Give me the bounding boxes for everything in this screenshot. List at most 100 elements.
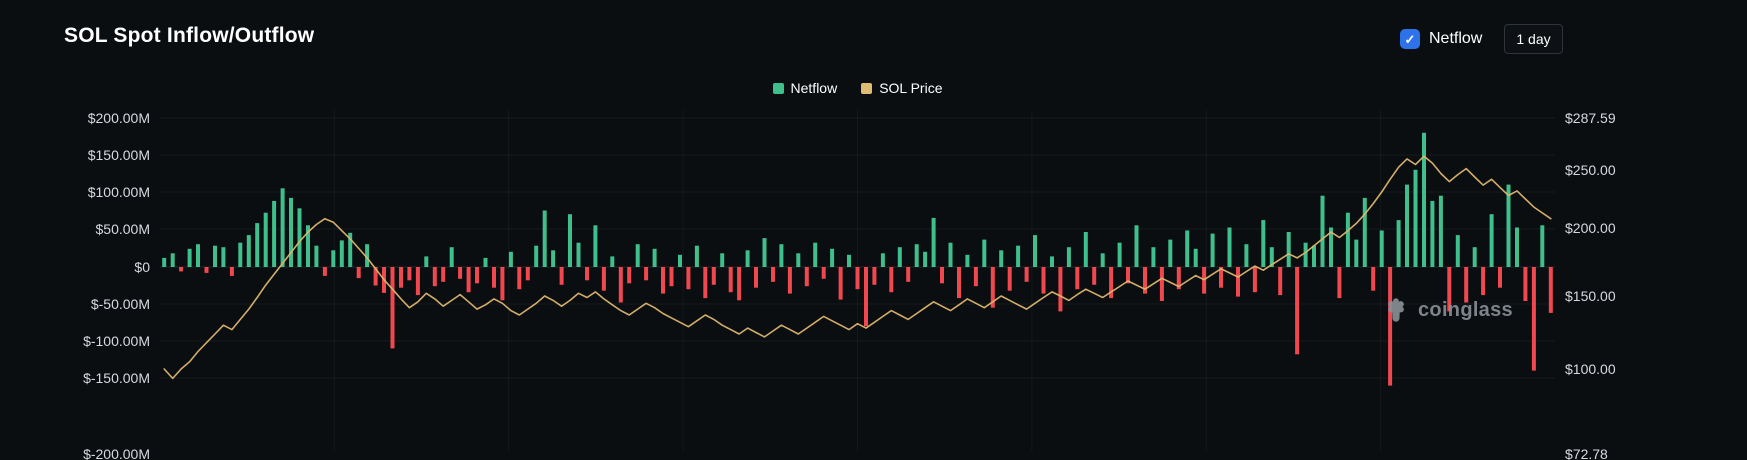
netflow-bar[interactable] [779,244,784,267]
netflow-bar[interactable] [694,245,699,267]
netflow-bar[interactable] [289,197,293,267]
netflow-bar[interactable] [1134,225,1139,267]
netflow-bar[interactable] [229,267,234,276]
netflow-bar[interactable] [965,254,970,267]
netflow-bar[interactable] [940,267,944,284]
netflow-bar[interactable] [813,242,818,267]
netflow-bar[interactable] [669,267,674,287]
netflow-bar[interactable] [263,212,268,267]
netflow-bar[interactable] [787,267,792,294]
netflow-bar[interactable] [179,267,184,272]
netflow-bar[interactable] [1481,267,1486,296]
netflow-bar[interactable] [1227,227,1232,268]
netflow-bar[interactable] [593,225,598,267]
netflow-bar[interactable] [390,267,395,349]
netflow-bar[interactable] [1354,239,1359,267]
netflow-bar[interactable] [1278,267,1283,296]
netflow-bar[interactable] [618,267,623,303]
netflow-bar[interactable] [720,253,725,267]
netflow-bar[interactable] [1075,267,1080,290]
netflow-bar[interactable] [1092,267,1097,285]
netflow-bar[interactable] [897,247,902,267]
netflow-bar[interactable] [1345,212,1350,267]
netflow-bar[interactable] [1303,242,1308,267]
netflow-bar[interactable] [475,267,479,284]
netflow-bar[interactable] [272,200,277,267]
netflow-bar[interactable] [517,267,522,290]
netflow-bar[interactable] [804,267,809,287]
netflow-bar[interactable] [255,223,260,267]
netflow-bar[interactable] [1151,247,1156,267]
netflow-bar[interactable] [1438,195,1443,267]
netflow-bar[interactable] [1405,184,1409,267]
netflow-bar[interactable] [982,239,987,267]
netflow-bar[interactable] [1109,267,1114,299]
netflow-bar[interactable] [1236,267,1240,297]
netflow-bar[interactable] [170,253,175,267]
netflow-bar[interactable] [1430,200,1435,267]
netflow-bar[interactable] [889,267,894,293]
netflow-bar[interactable] [1066,247,1071,267]
netflow-bar[interactable] [1337,267,1342,299]
netflow-bar[interactable] [1388,267,1393,386]
netflow-bar[interactable] [1117,242,1122,267]
netflow-bar[interactable] [1193,248,1198,267]
netflow-bar[interactable] [1422,132,1426,267]
netflow-bar[interactable] [914,244,919,267]
netflow-bar[interactable] [492,267,496,288]
netflow-bar[interactable] [1523,267,1528,301]
netflow-bar[interactable] [204,267,209,273]
legend-item-sol-price[interactable]: SOL Price [861,80,942,96]
sol-price-line[interactable] [163,155,1552,380]
netflow-bar[interactable] [1540,225,1545,267]
netflow-bars-group[interactable] [162,132,1553,386]
netflow-bar[interactable] [754,267,758,288]
netflow-bar[interactable] [678,254,682,267]
netflow-bar[interactable] [957,267,961,299]
netflow-bar[interactable] [348,232,353,267]
netflow-bar[interactable] [1016,245,1021,267]
netflow-bar[interactable] [1489,214,1494,267]
netflow-bar[interactable] [1413,169,1418,267]
netflow-bar[interactable] [576,242,581,267]
interval-dropdown[interactable]: 1 day [1504,24,1563,54]
netflow-bar[interactable] [711,267,716,285]
netflow-bar[interactable] [196,244,200,267]
netflow-bar[interactable] [297,208,302,267]
netflow-bar[interactable] [500,267,505,301]
netflow-bar[interactable] [314,245,319,267]
netflow-bar[interactable] [1320,195,1325,267]
netflow-bar[interactable] [1498,267,1502,288]
netflow-bar[interactable] [1168,239,1173,267]
netflow-bar[interactable] [441,267,446,282]
netflow-bar[interactable] [508,251,513,267]
netflow-bar[interactable] [246,235,251,267]
netflow-bar[interactable] [1033,235,1037,267]
netflow-bar[interactable] [525,267,530,281]
netflow-bar[interactable] [601,267,606,291]
netflow-bar[interactable] [728,267,733,293]
netflow-bar[interactable] [1515,227,1519,268]
netflow-bar[interactable] [821,267,826,279]
netflow-bar[interactable] [1041,267,1046,294]
netflow-bar[interactable] [213,245,217,267]
netflow-bar[interactable] [1455,235,1460,267]
netflow-bar[interactable] [373,267,378,286]
netflow-bar[interactable] [1185,230,1190,268]
netflow-bar[interactable] [559,267,564,285]
netflow-bar[interactable] [635,244,640,267]
netflow-checkbox-group[interactable]: ✓ Netflow [1400,29,1482,49]
netflow-bar[interactable] [737,267,742,301]
legend-item-netflow[interactable]: Netflow [772,80,837,96]
netflow-bar[interactable] [339,240,344,267]
netflow-bar[interactable] [1159,267,1164,301]
netflow-bar[interactable] [796,253,801,267]
netflow-bar[interactable] [534,245,539,267]
netflow-bar[interactable] [948,242,953,267]
netflow-bar[interactable] [1252,267,1257,293]
netflow-bar[interactable] [1176,267,1181,290]
netflow-bar[interactable] [610,256,615,267]
netflow-bar[interactable] [644,267,649,281]
netflow-bar[interactable] [872,267,877,285]
